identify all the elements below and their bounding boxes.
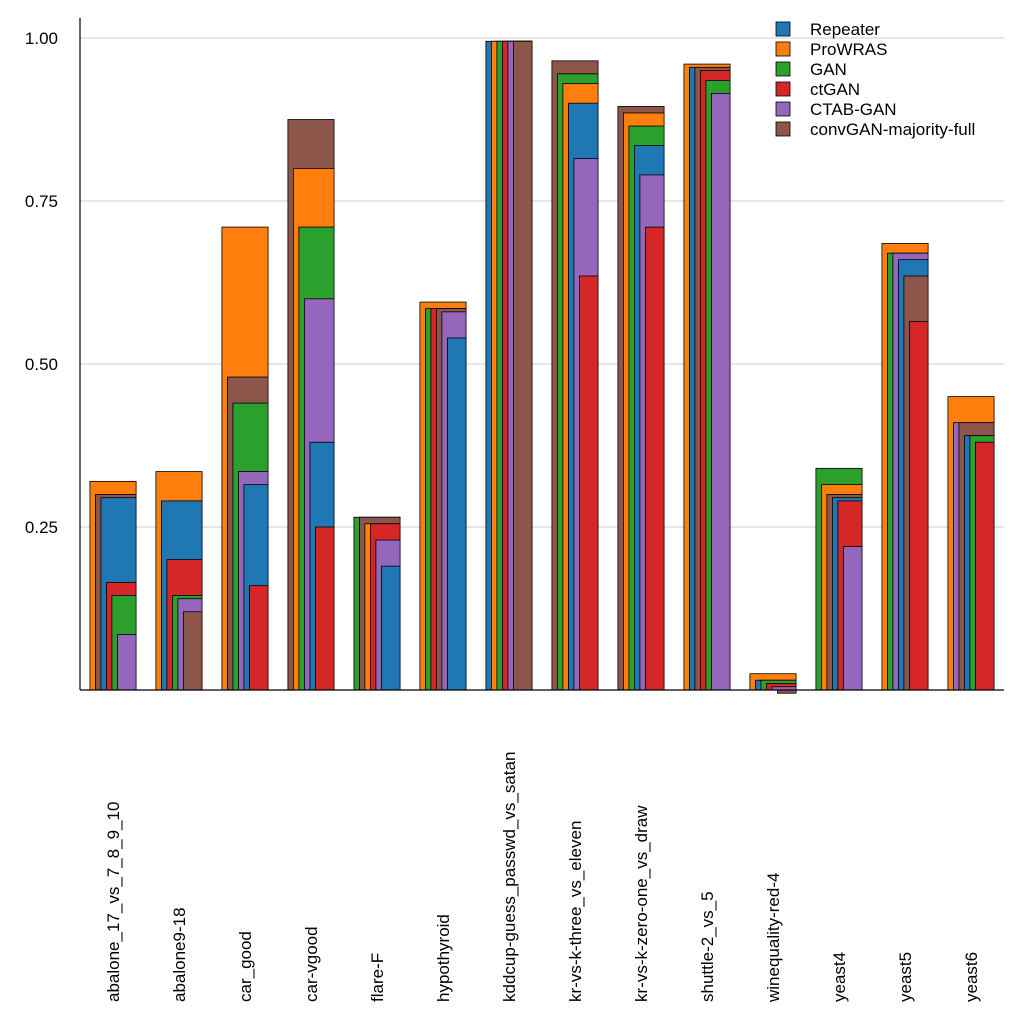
bar-ctgan-3 [314, 526, 335, 691]
legend-label: ctGAN [810, 80, 860, 99]
x-tick-label: kddcup-guess_passwd_vs_satan [500, 752, 519, 1002]
legend-swatch [775, 101, 791, 117]
y-tick-label: 1.00 [25, 29, 58, 48]
y-tick-labels: 0.25 0.50 0.75 1.00 [25, 29, 58, 537]
legend-swatch [775, 81, 791, 97]
legend-swatch [775, 21, 791, 37]
y-tick-label: 0.50 [25, 355, 58, 374]
y-tick-label: 0.25 [25, 518, 58, 537]
legend-swatch [775, 41, 791, 57]
bar-repeater-5 [446, 337, 467, 691]
legend: RepeaterProWRASGANctGANCTAB-GANconvGAN-m… [775, 20, 975, 139]
legend-label: convGAN-majority-full [810, 120, 975, 139]
bar-ctgan-2 [248, 585, 269, 691]
axes [79, 18, 1004, 691]
legend-swatch [775, 121, 791, 137]
x-tick-label: hypothyroid [434, 914, 453, 1002]
x-tick-label: yeast5 [896, 952, 915, 1002]
bar-ctgan-13 [975, 441, 995, 691]
x-tick-label: car-vgood [302, 926, 321, 1002]
x-tick-label: kr-vs-k-zero-one_vs_draw [632, 805, 651, 1002]
bar-ctab-gan-11 [843, 546, 863, 691]
y-tick-label: 0.75 [25, 192, 58, 211]
bar-convgan-majority-full-1 [182, 611, 203, 691]
bars [89, 40, 995, 694]
x-tick-label: car_good [236, 931, 255, 1002]
legend-label: Repeater [810, 20, 880, 39]
bar-ctgan-12 [909, 321, 929, 691]
bar-ctgan-8 [645, 226, 665, 691]
x-tick-label: flare-F [368, 953, 387, 1002]
bar-repeater-4 [380, 565, 401, 691]
x-tick-label: abalone9-18 [170, 907, 189, 1002]
x-tick-labels: abalone_17_vs_7_8_9_10 abalone9-18 car_goo… [104, 752, 981, 1003]
x-tick-label: abalone_17_vs_7_8_9_10 [104, 802, 123, 1002]
x-tick-label: yeast4 [830, 952, 849, 1002]
bar-ctab-gan-9 [711, 93, 731, 691]
x-tick-label: kr-vs-k-three_vs_eleven [566, 821, 585, 1002]
legend-swatch [775, 61, 791, 77]
bar-ctgan-7 [579, 275, 599, 691]
x-tick-label: winequality-red-4 [764, 873, 783, 1003]
legend-label: GAN [810, 60, 847, 79]
legend-label: CTAB-GAN [810, 100, 897, 119]
x-tick-label: shuttle-2_vs_5 [698, 891, 717, 1002]
x-tick-label: yeast6 [962, 952, 981, 1002]
legend-label: ProWRAS [810, 40, 887, 59]
bar-ctab-gan-0 [117, 634, 137, 691]
bar-convgan-majority-full-6 [513, 40, 533, 691]
